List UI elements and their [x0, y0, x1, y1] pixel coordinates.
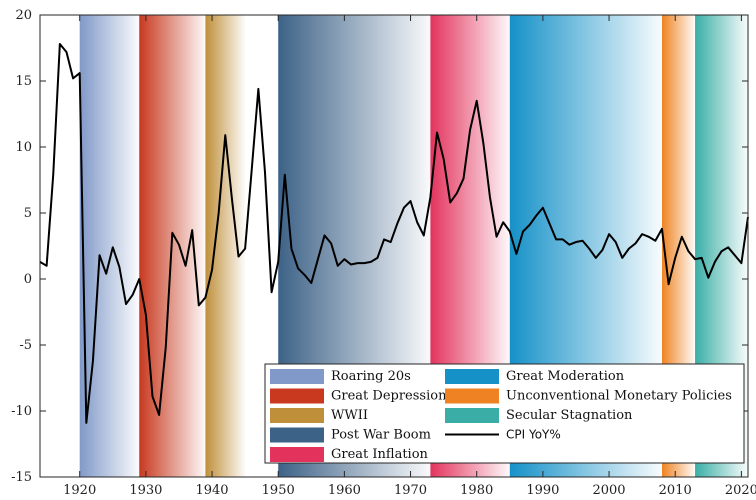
x-tick-label: 1960: [328, 483, 361, 498]
x-tick-label: 2010: [659, 483, 692, 498]
y-tick-label: 5: [24, 206, 32, 221]
legend-swatch-great-moderation: [445, 369, 499, 384]
axes: 20 15 10 5 0 -5 -10 -15 1920 1930 1940 1950 1960 1970…: [11, 8, 756, 498]
y-tick-label: 10: [15, 140, 32, 155]
legend-swatch-unconventional-monetary-policies: [445, 388, 499, 404]
x-tick-label: 1970: [394, 483, 427, 498]
x-tick-label: 1920: [63, 483, 96, 498]
y-tick-label: -10: [11, 404, 32, 419]
legend-swatch-great-depression: [270, 388, 324, 404]
legend-label-wwii: WWII: [331, 408, 368, 423]
legend-box: [264, 363, 745, 464]
x-tick-label: 2020: [725, 483, 756, 498]
cpi-yoy-line: [39, 43, 749, 424]
legend-swatch-great-inflation: [270, 447, 324, 462]
x-tick-label: 1980: [460, 483, 493, 498]
legend-label-cpi-yoy: CPI YoY%: [506, 428, 561, 442]
legend: Roaring 20s Great Depression WWII Post War …: [264, 363, 745, 464]
legend-swatch-wwii: [270, 408, 324, 423]
legend-label-post-war-boom: Post War Boom: [331, 428, 431, 443]
y-tick-label: 0: [24, 272, 32, 287]
y-tick-label: 20: [15, 8, 32, 23]
x-tick-label: 1950: [262, 483, 295, 498]
x-tick-label: 1930: [129, 483, 162, 498]
legend-swatch-post-war-boom: [270, 427, 324, 443]
legend-label-great-moderation: Great Moderation: [506, 369, 625, 384]
legend-label-roaring-20s: Roaring 20s: [331, 369, 411, 384]
cpi-line-layer: [39, 43, 749, 424]
legend-label-great-inflation: Great Inflation: [331, 447, 429, 462]
era-band-wwii: [205, 15, 246, 477]
legend-label-great-depression: Great Depression: [331, 389, 447, 404]
y-tick-label: -15: [11, 470, 32, 485]
x-tick-label: 2000: [592, 483, 625, 498]
legend-swatch-secular-stagnation: [445, 408, 499, 423]
legend-label-secular-stagnation: Secular Stagnation: [506, 408, 633, 423]
plot-frame: [39, 14, 749, 478]
y-tick-label: -5: [19, 338, 32, 353]
legend-label-unconventional-monetary-policies: Unconventional Monetary Policies: [506, 389, 732, 404]
x-tick-label: 1990: [526, 483, 559, 498]
legend-swatch-roaring-20s: [270, 369, 324, 384]
y-tick-label: 15: [15, 74, 32, 89]
x-tick-label: 1940: [195, 483, 228, 498]
